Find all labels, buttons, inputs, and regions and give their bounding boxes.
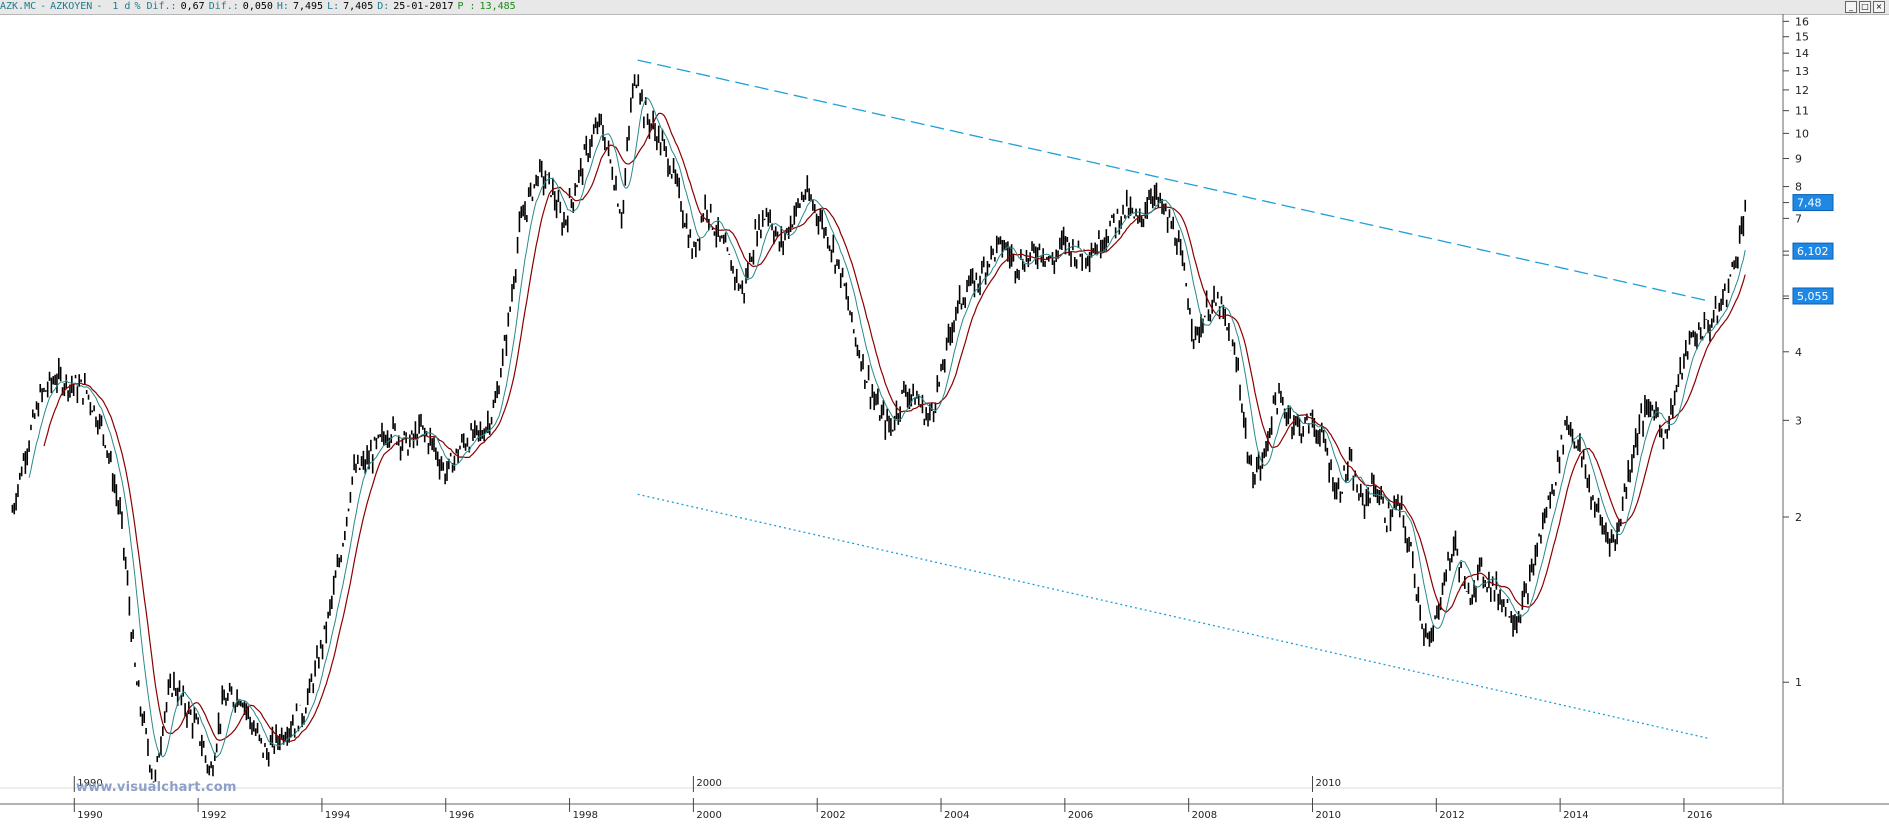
- y-tick-label: 8: [1795, 181, 1802, 194]
- high-value: 7,495: [292, 1, 324, 12]
- header-separator: -: [40, 1, 47, 12]
- p-label: P :: [457, 1, 476, 12]
- y-tick-label: 9: [1795, 152, 1802, 165]
- x-tick-label: 1992: [201, 810, 226, 821]
- moving-average-slow-line: [43, 112, 1746, 743]
- y-tick-label: 3: [1795, 414, 1802, 427]
- x-tick-label: 1998: [573, 810, 598, 821]
- price-badge-label: 6,102: [1797, 245, 1829, 258]
- date-value: 25-01-2017: [393, 1, 454, 12]
- x-upper-tick-label: 1990: [77, 778, 102, 789]
- y-tick-label: 12: [1795, 84, 1809, 97]
- candles-group: [11, 74, 1747, 783]
- resistance-trendline: [637, 59, 1709, 302]
- low-label: L:: [327, 1, 340, 12]
- price-badge-label: 5,055: [1797, 290, 1829, 303]
- price-badge-label: 7,48: [1797, 197, 1822, 210]
- y-tick-label: 2: [1795, 511, 1802, 524]
- y-tick-label: 11: [1795, 105, 1809, 118]
- x-tick-label: 2016: [1687, 810, 1712, 821]
- x-tick-label: 2006: [1068, 810, 1093, 821]
- maximize-icon[interactable]: □: [1859, 1, 1871, 13]
- dif-pct-value: 0,67: [180, 1, 205, 12]
- x-tick-label: 2010: [1315, 810, 1340, 821]
- price-badge: [1792, 287, 1834, 305]
- x-tick-label: 2014: [1563, 810, 1588, 821]
- y-tick-label: 14: [1795, 47, 1809, 60]
- y-tick-label: 7: [1795, 212, 1802, 225]
- y-tick-label: 13: [1795, 65, 1809, 78]
- x-upper-tick-label: 2000: [696, 778, 721, 789]
- dif-value: 0,050: [242, 1, 273, 12]
- close-icon[interactable]: ×: [1873, 1, 1885, 13]
- price-badge: [1792, 194, 1834, 212]
- x-tick-label: 2004: [944, 810, 969, 821]
- chart-header-bar: AZK.MC - AZKOYEN - 1 d% Dif.: 0,67 Dif.: 0,050…: [0, 0, 1889, 15]
- dif-label: Dif.:: [208, 1, 239, 12]
- moving-average-fast-line: [28, 97, 1746, 759]
- header-separator: -: [96, 1, 103, 12]
- dif-pct-label: % Dif.:: [134, 1, 177, 12]
- low-value: 7,405: [343, 1, 374, 12]
- high-label: H:: [276, 1, 289, 12]
- x-tick-label: 2008: [1192, 810, 1217, 821]
- x-tick-label: 1996: [449, 810, 474, 821]
- x-tick-label: 1994: [325, 810, 350, 821]
- price-badge: [1792, 242, 1834, 260]
- x-tick-label: 2002: [820, 810, 845, 821]
- y-tick-label: 10: [1795, 127, 1809, 140]
- y-tick-label: 15: [1795, 31, 1809, 44]
- x-tick-label: 1990: [77, 810, 102, 821]
- y-tick-label: 16: [1795, 15, 1809, 28]
- x-tick-label: 2000: [696, 810, 721, 821]
- period-text: 1 d: [112, 1, 131, 12]
- p-value: 13,485: [479, 1, 516, 12]
- watermark-text: www.visualchart.com: [76, 780, 237, 795]
- date-label: D:: [377, 1, 390, 12]
- instrument-name: AZKOYEN: [50, 1, 93, 12]
- window-controls: _ □ ×: [1845, 1, 1885, 13]
- minimize-icon[interactable]: _: [1845, 1, 1857, 13]
- support-trendline: [637, 493, 1709, 740]
- y-tick-label: 1: [1795, 676, 1802, 689]
- x-upper-tick-label: 2010: [1315, 778, 1340, 789]
- symbol-text: AZK.MC: [0, 1, 37, 12]
- y-tick-label: 4: [1795, 346, 1802, 359]
- x-tick-label: 2012: [1439, 810, 1464, 821]
